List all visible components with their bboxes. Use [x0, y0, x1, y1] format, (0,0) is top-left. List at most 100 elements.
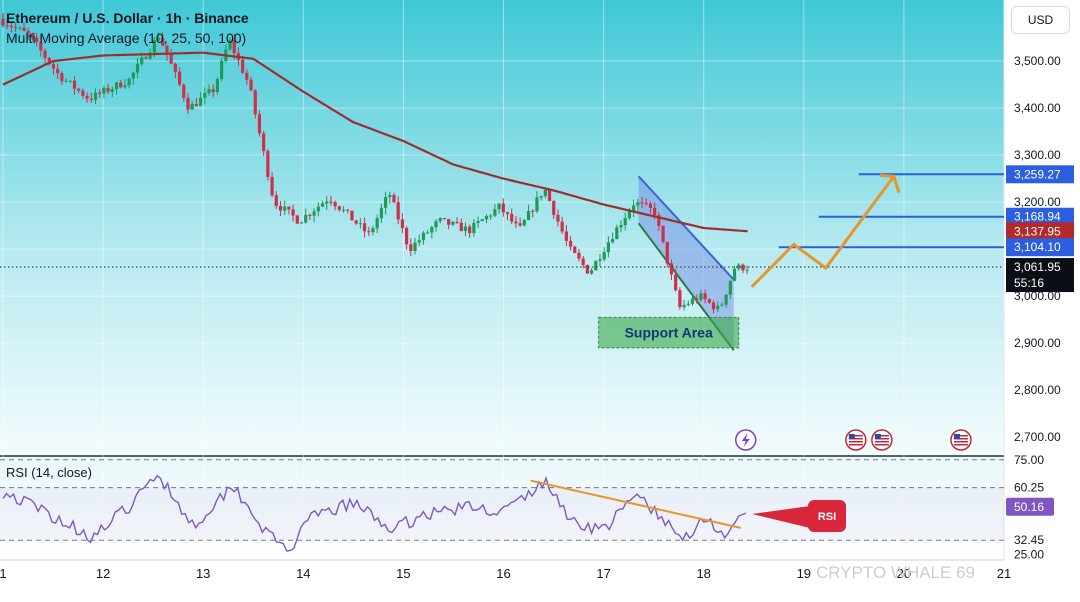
candle-body [148, 52, 152, 59]
candle-body [198, 97, 203, 106]
candle-body [304, 214, 308, 223]
candle-body [476, 221, 480, 223]
us-flag-event-icon [845, 429, 867, 451]
candle-body [85, 95, 89, 99]
candle-body [493, 209, 497, 216]
candle-body [396, 202, 400, 220]
candle-body [346, 209, 350, 211]
candle-body [518, 223, 522, 226]
candle-body [266, 151, 270, 178]
time-tick-label: 20 [897, 566, 911, 581]
candle-body [388, 194, 392, 198]
candle-body [68, 80, 72, 82]
flag-canton [874, 434, 881, 439]
candles [1, 12, 749, 314]
candle-body [77, 88, 81, 91]
candle-body [707, 299, 711, 303]
candle-body [81, 90, 85, 96]
candle-body [602, 252, 606, 260]
time-tick-label: 15 [396, 566, 410, 581]
rsi-title[interactable]: RSI (14, close) [6, 465, 92, 480]
us-flag-event-icon [871, 429, 893, 451]
candle-body [5, 25, 9, 27]
support-area: Support Area [598, 316, 740, 349]
candle-body [699, 293, 703, 300]
candle-body [438, 218, 442, 222]
price-tick-label: 3,200.00 [1014, 195, 1061, 209]
candle-body [287, 206, 291, 210]
time-tick-label: 16 [496, 566, 510, 581]
rsi-callout: RSI [752, 500, 846, 532]
candle-body [93, 92, 98, 100]
time-tick-label: 1 [0, 566, 7, 581]
candle-body [119, 82, 123, 88]
moving-average-price-tag [1006, 222, 1074, 241]
flag-stripe [953, 444, 968, 446]
candle-body [686, 303, 690, 305]
candle-body [249, 79, 253, 91]
candle-body [627, 211, 632, 219]
candle-body [156, 38, 161, 41]
price-axis-background [1004, 0, 1080, 597]
candle-body [333, 202, 337, 207]
last-price-label: 3,061.95 [1014, 260, 1061, 274]
candle-body [169, 54, 173, 64]
lightning-event-icon [734, 429, 757, 451]
candle-body [484, 215, 489, 220]
flag-stripe [874, 444, 889, 446]
candle-body [72, 80, 77, 89]
candle-body [606, 242, 611, 253]
flag-canton [953, 434, 960, 439]
candle-body [581, 258, 585, 265]
candle-body [728, 280, 732, 295]
candle-body [501, 203, 505, 213]
flag-stripe [848, 441, 863, 443]
candle-body [711, 302, 716, 310]
candle-body [442, 218, 447, 220]
candle-body [636, 202, 640, 206]
candle-body [283, 206, 287, 211]
candle-body [358, 223, 362, 225]
price-tick-label: 3,300.00 [1014, 148, 1061, 162]
candle-body [152, 40, 156, 53]
price-tick-label: 3,000.00 [1014, 289, 1061, 303]
indicator-label[interactable]: Multi Moving Average (10, 25, 50, 100) [6, 30, 247, 46]
rsi-tick-label: 32.45 [1014, 533, 1044, 547]
candle-body [589, 270, 594, 274]
currency-button[interactable]: USD [1011, 6, 1070, 34]
moving-average-price-label: 3,137.95 [1014, 224, 1061, 238]
rsi-value-label: 50.16 [1014, 500, 1044, 514]
moving-average-line [2, 51, 748, 233]
lightning-bolt [741, 433, 750, 447]
candle-body [644, 203, 648, 205]
candle-body [89, 98, 93, 100]
candle-body [695, 298, 699, 300]
target-price-label: 3,168.94 [1014, 210, 1061, 224]
candle-body [161, 38, 165, 46]
time-tick-label: 12 [96, 566, 110, 581]
candle-body [190, 103, 194, 110]
candle-body [451, 221, 455, 225]
candle-body [745, 269, 749, 271]
candle-body [257, 114, 262, 134]
time-tick-label: 17 [596, 566, 610, 581]
candle-body [526, 210, 531, 221]
candle-body [547, 189, 552, 201]
candle-body [682, 304, 686, 308]
target-price-tag [1006, 238, 1074, 257]
rsi-tick-label: 25.00 [1014, 547, 1044, 561]
candle-body [127, 78, 131, 86]
candle-body [556, 214, 560, 222]
us-flag-event-icon [950, 429, 972, 451]
candle-body [737, 264, 741, 269]
candle-body [207, 89, 211, 93]
target-price-label: 3,259.27 [1014, 167, 1061, 181]
candle-body [459, 222, 463, 232]
candle-body [732, 268, 737, 281]
candle-body [455, 221, 459, 223]
price-tick-label: 2,900.00 [1014, 336, 1061, 350]
candle-body [665, 241, 669, 264]
candle-body [367, 231, 371, 233]
candle-body [110, 89, 114, 92]
